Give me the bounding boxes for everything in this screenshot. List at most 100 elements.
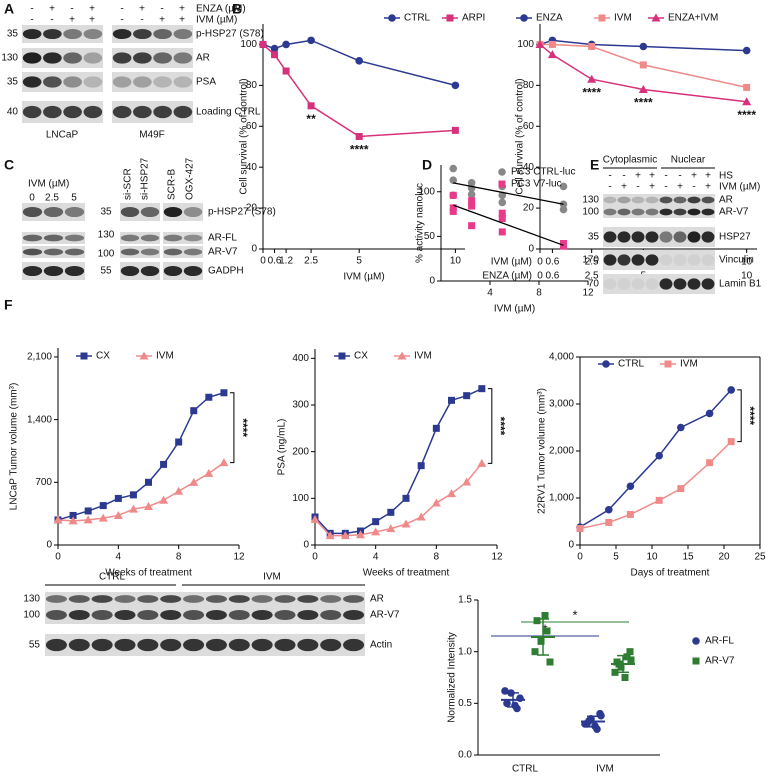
y-tick-label: 0: [251, 244, 257, 255]
treatment-sign: +: [89, 4, 95, 15]
treatment-sign: +: [69, 15, 75, 26]
mw-marker: 100: [23, 610, 40, 621]
treatment-sign: -: [664, 182, 667, 193]
x-tick-label: 12: [491, 552, 503, 563]
blot-band: [687, 196, 701, 204]
legend-marker: [602, 360, 610, 368]
marker: [626, 482, 635, 491]
blot-band: [645, 254, 659, 266]
lane-label: si-HSP27: [140, 157, 151, 200]
blot-band: [22, 52, 42, 64]
y-tick-label: 100: [240, 39, 257, 50]
blot-band: [274, 638, 296, 652]
marker: [655, 451, 663, 460]
mw-marker: 130: [582, 195, 599, 206]
marker: [498, 215, 506, 223]
marker: [449, 204, 457, 212]
marker: [159, 495, 169, 504]
treatment-sign: -: [140, 15, 143, 26]
marker: [98, 513, 108, 522]
legend-label: IVM: [156, 351, 174, 362]
blot-band: [701, 278, 715, 290]
blot-band: [153, 28, 172, 40]
blot-band: [343, 609, 365, 621]
y-axis-label: 22RV1 Tumor volume (mm³): [537, 388, 548, 514]
band-label: AR: [370, 594, 384, 605]
band-label: PSA: [196, 77, 216, 88]
blot-band: [183, 595, 205, 603]
y-tick-label: 20: [523, 203, 535, 214]
blot-band: [83, 76, 103, 88]
treatment-sign: +: [677, 182, 683, 193]
marker: [705, 409, 714, 418]
treatment-sign: -: [692, 182, 695, 193]
y-tick-label: 100: [292, 493, 309, 504]
marker: [356, 530, 365, 539]
marker: [416, 512, 426, 521]
significance-bracket: [487, 388, 493, 464]
blot-band: [343, 595, 365, 603]
marker: [431, 498, 441, 507]
treatment-sign: +: [621, 182, 627, 193]
blot-band: [22, 105, 42, 119]
blot-band: [91, 609, 113, 621]
blot-band: [631, 278, 645, 290]
series-line: [314, 387, 483, 535]
legend-label: ENZA: [536, 13, 563, 24]
treatment-sign: +: [179, 4, 185, 15]
y-tick-label: 50: [424, 231, 436, 242]
blot-band: [43, 105, 62, 119]
blot-band: [645, 231, 659, 243]
marker: [449, 176, 458, 184]
marker: [432, 424, 440, 432]
y-tick-label: 2,100: [27, 352, 52, 363]
x-axis-label: Weeks of treatment: [105, 568, 192, 579]
panel-label: B: [232, 1, 242, 17]
mw-marker: 130: [98, 230, 115, 241]
marker: [282, 40, 290, 49]
y-tick-label: 80: [246, 80, 258, 91]
y-tick-label: 0: [303, 540, 309, 551]
marker: [129, 491, 137, 499]
blot-band: [120, 248, 140, 256]
marker: [340, 531, 350, 540]
blot-band: [183, 609, 205, 621]
blot-background: [603, 194, 715, 206]
mw-marker: 35: [100, 207, 112, 218]
blot-band: [297, 595, 319, 603]
blot-band: [64, 234, 85, 242]
band-label: AR-V7: [370, 610, 400, 621]
marker: [83, 515, 93, 524]
marker: [498, 198, 507, 207]
marker: [402, 494, 410, 502]
marker: [205, 393, 213, 401]
blot-background: [22, 25, 103, 43]
x-tick-label: 25: [754, 552, 766, 563]
legend-marker: [598, 14, 606, 22]
marker: [219, 458, 229, 467]
blot-band: [68, 609, 90, 621]
blot-band: [68, 595, 90, 603]
marker: [639, 42, 648, 51]
treatment-sign: -: [50, 15, 53, 26]
blot-band: [631, 196, 645, 204]
marker: [541, 612, 549, 619]
x-tick-label: 10: [741, 257, 753, 268]
blot-band: [112, 52, 132, 64]
cell-line: M49F: [139, 130, 165, 141]
blot-band: [22, 206, 43, 218]
blot-band: [68, 638, 90, 652]
legend-label: IVM: [614, 13, 632, 24]
marker: [537, 637, 545, 645]
x-tick-label: 0: [577, 552, 583, 563]
marker: [498, 191, 507, 200]
treatment-sign: +: [705, 171, 711, 182]
blot-band: [64, 265, 85, 277]
band-label: AR: [196, 53, 210, 64]
blot-band: [63, 28, 82, 40]
blot-band: [83, 105, 103, 119]
y-tick-label: 0.5: [458, 698, 472, 709]
x-tick-label: 0: [260, 256, 266, 267]
x-tick-label: 0.6: [268, 256, 282, 267]
blot-band: [153, 105, 172, 119]
